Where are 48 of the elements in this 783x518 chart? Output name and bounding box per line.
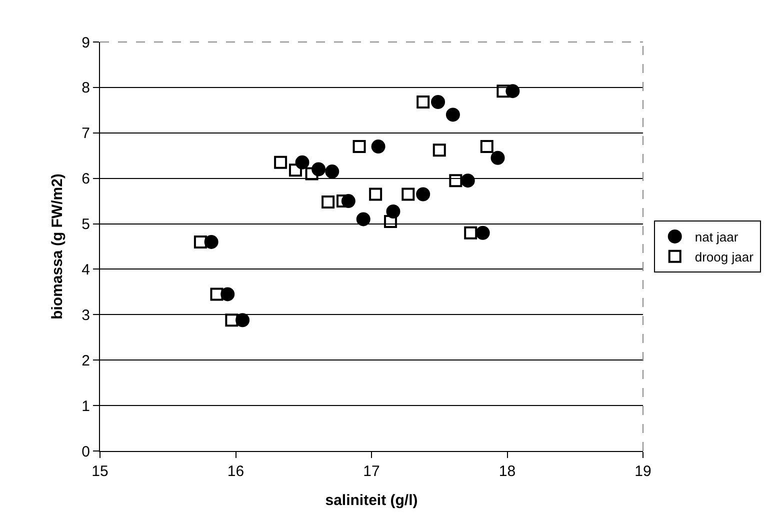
point [402, 188, 415, 201]
y-tick-label: 8 [82, 80, 90, 97]
legend-label: droog jaar [694, 249, 754, 264]
point [288, 164, 302, 177]
y-tick-label: 4 [82, 261, 90, 278]
y-tick-label: 9 [82, 34, 90, 52]
point [322, 195, 335, 208]
y-tick-label: 2 [82, 352, 90, 370]
y-tick-label: 3 [82, 306, 90, 324]
y-tick-label: 6 [82, 170, 90, 188]
point [325, 164, 340, 179]
y-tick-label: 0 [82, 443, 90, 460]
x-tick-label: 15 [92, 463, 108, 480]
point [356, 212, 370, 226]
point [431, 94, 446, 109]
point [384, 215, 398, 228]
x-tick-label: 16 [227, 463, 244, 480]
point [236, 313, 250, 328]
y-axis-title: biomassa (g FW/m2) [48, 174, 66, 320]
point [416, 187, 430, 202]
x-tick-label: 19 [634, 463, 652, 480]
point [220, 287, 235, 302]
point [460, 174, 475, 188]
point [432, 144, 446, 157]
point [204, 234, 218, 249]
y-tick-label: 1 [82, 398, 90, 415]
point [446, 108, 460, 122]
y-tick-label: 7 [82, 125, 90, 142]
point [225, 314, 238, 327]
point [305, 167, 318, 180]
point [476, 226, 490, 240]
point [371, 140, 386, 154]
x-tick-label: 18 [498, 463, 516, 480]
point [210, 288, 224, 301]
point [480, 140, 494, 154]
x-tick-label: 17 [363, 463, 380, 480]
point [449, 174, 462, 188]
point [274, 156, 288, 169]
point [194, 235, 207, 248]
legend-label: nat jaar [694, 230, 739, 245]
x-axis-title: saliniteit (g/l) [325, 492, 418, 509]
point [464, 226, 478, 240]
point [490, 150, 505, 165]
point [416, 95, 430, 108]
point [496, 84, 510, 98]
point [369, 188, 382, 201]
y-tick-label: 5 [82, 216, 90, 234]
point [352, 140, 366, 154]
